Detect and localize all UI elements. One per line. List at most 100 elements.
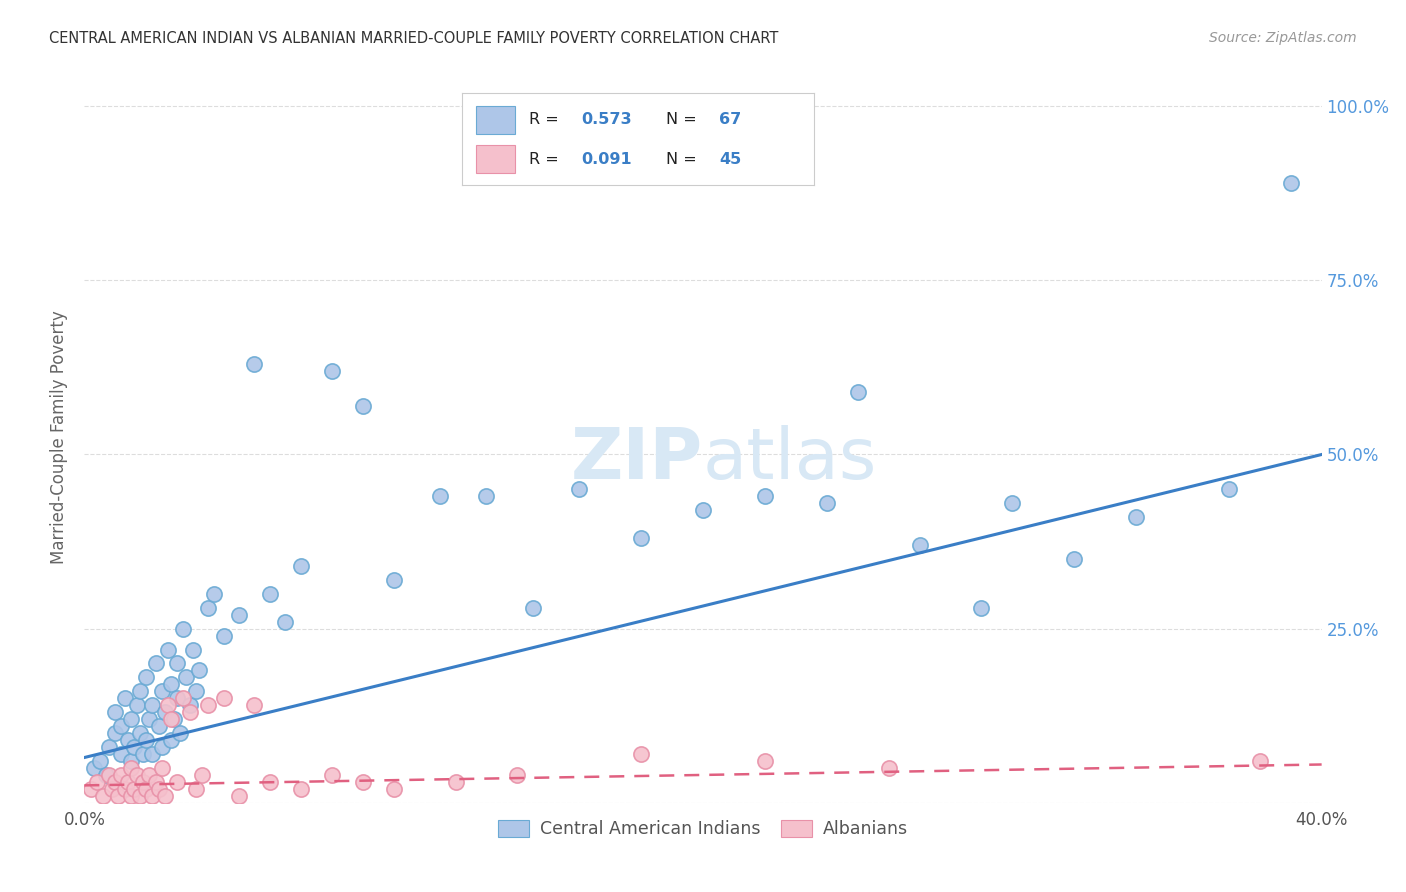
Point [191, 768, 214, 782]
Point [148, 781, 170, 796]
Point [150, 761, 173, 775]
Point [630, 747, 652, 761]
Point [290, 781, 312, 796]
Point [135, 781, 157, 796]
Point [86, 775, 108, 789]
Point [114, 781, 136, 796]
Point [197, 600, 219, 615]
Point [83, 761, 105, 775]
Point [212, 691, 235, 706]
Text: CENTRAL AMERICAN INDIAN VS ALBANIAN MARRIED-COUPLE FAMILY POVERTY CORRELATION CH: CENTRAL AMERICAN INDIAN VS ALBANIAN MARR… [49, 31, 779, 46]
Point [120, 789, 142, 803]
Point [122, 740, 145, 755]
Point [970, 600, 993, 615]
Point [114, 691, 136, 706]
Point [132, 747, 155, 761]
Point [187, 664, 209, 678]
Point [125, 768, 148, 782]
Text: atlas: atlas [703, 425, 877, 493]
Point [846, 384, 869, 399]
Point [184, 781, 207, 796]
Point [141, 698, 163, 713]
Point [135, 670, 157, 684]
Text: Source: ZipAtlas.com: Source: ZipAtlas.com [1209, 31, 1357, 45]
Point [98, 768, 121, 782]
Point [352, 399, 374, 413]
Point [89, 754, 111, 768]
Point [98, 740, 121, 755]
Point [352, 775, 374, 789]
Point [382, 573, 405, 587]
Point [91, 789, 114, 803]
Point [150, 684, 173, 698]
Point [160, 733, 183, 747]
Point [163, 712, 186, 726]
Point [692, 503, 714, 517]
Point [156, 698, 179, 713]
Point [1279, 176, 1302, 190]
Point [160, 677, 183, 691]
Point [145, 775, 167, 789]
Point [1001, 496, 1024, 510]
Point [125, 698, 148, 713]
Point [129, 726, 152, 740]
Point [153, 705, 176, 719]
Point [754, 754, 776, 768]
Point [184, 684, 207, 698]
Point [107, 789, 129, 803]
Point [382, 781, 405, 796]
Point [166, 775, 188, 789]
Point [1125, 510, 1147, 524]
Point [129, 684, 152, 698]
Point [202, 587, 225, 601]
Point [138, 712, 160, 726]
Text: ZIP: ZIP [571, 425, 703, 493]
Point [243, 357, 266, 371]
Point [444, 775, 467, 789]
Point [169, 726, 191, 740]
Legend: Central American Indians, Albanians: Central American Indians, Albanians [491, 813, 915, 846]
Point [166, 657, 188, 671]
Point [122, 781, 145, 796]
Point [120, 712, 142, 726]
Point [290, 558, 312, 573]
Point [160, 712, 183, 726]
Point [120, 754, 142, 768]
Point [877, 761, 900, 775]
Point [104, 705, 127, 719]
Point [522, 600, 544, 615]
Point [150, 740, 173, 755]
Point [228, 789, 250, 803]
Point [141, 747, 163, 761]
Point [117, 775, 139, 789]
Point [79, 781, 101, 796]
Point [568, 483, 591, 497]
Point [228, 607, 250, 622]
Point [94, 768, 117, 782]
Point [908, 538, 931, 552]
Point [172, 691, 194, 706]
Point [815, 496, 838, 510]
Point [212, 629, 235, 643]
Point [141, 789, 163, 803]
Point [153, 789, 176, 803]
Point [148, 719, 170, 733]
Point [135, 733, 157, 747]
Point [321, 768, 343, 782]
Point [259, 775, 281, 789]
Point [101, 781, 124, 796]
Point [110, 768, 132, 782]
Point [429, 489, 451, 503]
Point [172, 622, 194, 636]
Point [475, 489, 498, 503]
Point [120, 761, 142, 775]
Point [181, 642, 204, 657]
Point [197, 698, 219, 713]
Point [129, 789, 152, 803]
Point [179, 698, 201, 713]
Point [179, 705, 201, 719]
Point [104, 775, 127, 789]
Point [321, 364, 343, 378]
Point [506, 768, 529, 782]
Point [274, 615, 297, 629]
